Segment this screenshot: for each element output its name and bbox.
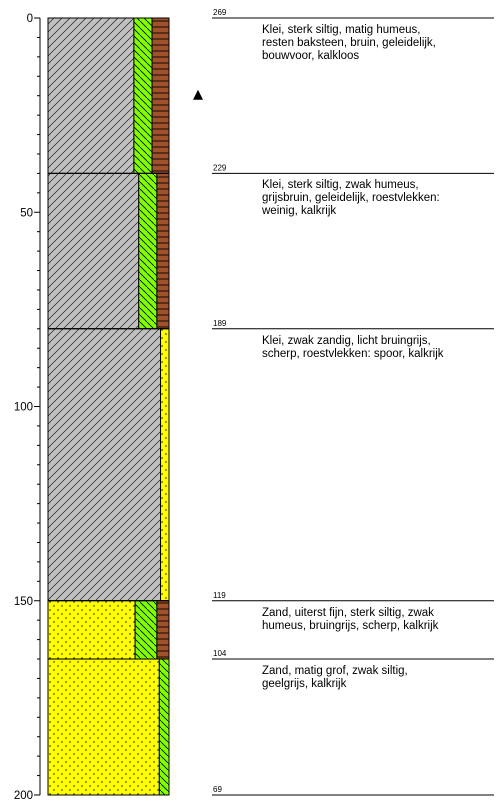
silt-column xyxy=(134,600,158,660)
level-label: 229 xyxy=(213,163,227,172)
silt-column xyxy=(158,658,170,796)
tick-label: 200 xyxy=(14,790,33,802)
bottom-level-label: 69 xyxy=(213,785,222,794)
clay-column xyxy=(47,17,135,174)
humus-column xyxy=(151,17,170,174)
depth-axis: 0 50 100 150 200 xyxy=(14,13,41,802)
tick-label: 100 xyxy=(14,402,33,414)
level-label: 269 xyxy=(213,8,227,17)
layer-description: Klei, zwak zandig, licht bruingrijs, sch… xyxy=(262,334,444,360)
sand-column xyxy=(160,328,170,602)
tick-label: 0 xyxy=(27,13,33,25)
humus-column xyxy=(156,172,170,330)
layer-boundary xyxy=(47,658,170,796)
tick-label: 150 xyxy=(14,596,33,608)
sand-column xyxy=(47,658,160,796)
humus-column xyxy=(156,600,170,660)
tick-label: 50 xyxy=(20,207,33,219)
groundwater-marker-icon xyxy=(193,89,203,100)
level-label: 104 xyxy=(213,649,227,658)
layer-description: Klei, sterk siltig, zwak humeus, grijsbr… xyxy=(262,179,440,218)
level-label: 189 xyxy=(213,319,227,328)
clay-column xyxy=(47,172,140,330)
clay-column xyxy=(47,328,162,602)
sand-column xyxy=(47,600,136,660)
layer-description: Klei, sterk siltig, matig humeus, resten… xyxy=(262,24,436,62)
level-label: 119 xyxy=(213,591,226,600)
layer-columns xyxy=(47,17,170,796)
layer-description: Zand, matig grof, zwak siltig, geelgrijs… xyxy=(262,665,408,691)
silt-column xyxy=(133,17,153,174)
silt-column xyxy=(138,172,158,330)
level-lines: 269 229 189 119 104 69 xyxy=(193,8,494,796)
layer-description: Zand, uiterst fijn, sterk siltig, zwak h… xyxy=(262,606,439,632)
